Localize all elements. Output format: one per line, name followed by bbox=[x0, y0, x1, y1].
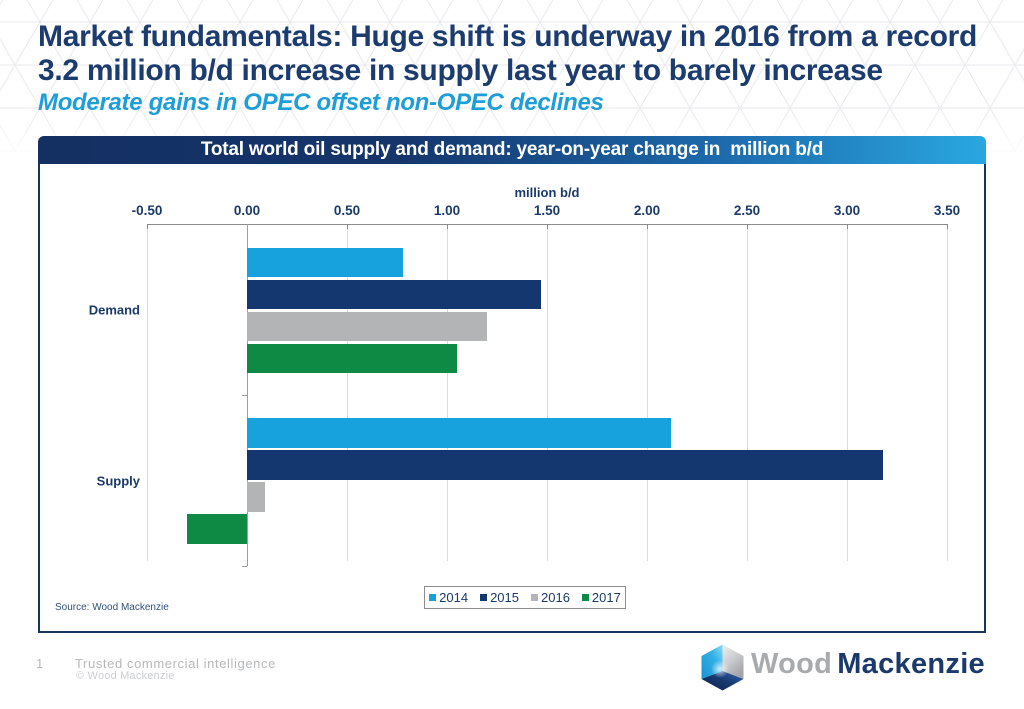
legend-swatch-2014 bbox=[429, 594, 437, 601]
bar-supply-2014 bbox=[247, 418, 671, 448]
bar-demand-2016 bbox=[247, 311, 487, 342]
page-number: 1 bbox=[36, 656, 44, 671]
category-label-demand: Demand bbox=[88, 302, 140, 318]
chart-header-bar: Total world oil supply and demand: year-… bbox=[38, 136, 986, 164]
gridline bbox=[947, 224, 948, 561]
gridline bbox=[747, 224, 748, 561]
footer-tagline: Trusted commercial intelligence bbox=[75, 656, 276, 671]
logo-word-mackenzie: Mackenzie bbox=[837, 648, 985, 680]
legend-label-2017: 2017 bbox=[591, 590, 621, 605]
bar-supply-2017 bbox=[187, 514, 247, 544]
axis-tick bbox=[747, 224, 748, 229]
axis-tick bbox=[847, 224, 848, 229]
gridline bbox=[547, 224, 548, 561]
category-axis-tick bbox=[242, 566, 247, 567]
legend-label-2015: 2015 bbox=[490, 590, 519, 605]
legend-item-2017: 2017 bbox=[581, 590, 621, 605]
category-axis-line bbox=[247, 224, 248, 566]
legend-item-2015: 2015 bbox=[480, 590, 519, 605]
chart-legend: 2014 2015 2016 2017 bbox=[424, 586, 626, 609]
bar-supply-2016 bbox=[247, 482, 265, 512]
axis-tick-label: 2.00 bbox=[633, 203, 661, 218]
axis-tick bbox=[647, 224, 648, 229]
axis-tick bbox=[347, 224, 348, 229]
axis-tick-label: 3.00 bbox=[833, 203, 861, 218]
bar-demand-2015 bbox=[247, 279, 541, 310]
axis-tick-label: 2.50 bbox=[733, 203, 761, 218]
legend-label-2016: 2016 bbox=[541, 590, 570, 605]
wood-mackenzie-logo: Wood Mackenzie bbox=[699, 644, 989, 694]
legend-swatch-2017 bbox=[581, 594, 589, 601]
category-label-supply: Supply bbox=[96, 473, 140, 489]
axis-tick bbox=[147, 224, 148, 229]
axis-tick bbox=[447, 224, 448, 229]
axis-tick-label: 0.00 bbox=[233, 203, 261, 218]
axis-tick-label: 1.50 bbox=[533, 203, 561, 218]
logo-wordmark: Wood Mackenzie bbox=[751, 650, 985, 679]
gridline bbox=[647, 224, 648, 561]
slide-title-line-1: Market fundamentals: Huge shift is under… bbox=[38, 20, 978, 53]
axis-tick-label: 3.50 bbox=[933, 203, 961, 218]
gridline bbox=[347, 224, 348, 561]
gridline bbox=[847, 224, 848, 561]
legend-item-2016: 2016 bbox=[531, 590, 570, 605]
legend-swatch-2015 bbox=[480, 594, 488, 601]
gridline bbox=[147, 224, 148, 561]
legend-swatch-2016 bbox=[531, 594, 538, 601]
logo-word-wood: Wood bbox=[751, 648, 833, 680]
footer-copyright: © Wood Mackenzie bbox=[76, 670, 175, 682]
axis-tick bbox=[547, 224, 548, 229]
bar-demand-2014 bbox=[247, 247, 403, 278]
axis-unit-label: million b/d bbox=[514, 185, 580, 200]
gridline bbox=[447, 224, 448, 561]
category-axis-tick bbox=[242, 395, 247, 396]
axis-tick-label: 0.50 bbox=[333, 203, 361, 218]
slide-title-line-2: 3.2 million b/d increase in supply last … bbox=[38, 54, 883, 87]
axis-tick-label: -0.50 bbox=[131, 203, 163, 218]
legend-label-2014: 2014 bbox=[439, 590, 469, 605]
bar-supply-2015 bbox=[247, 450, 883, 480]
triangle-mesh-background bbox=[0, 0, 1024, 158]
title-block: Market fundamentals: Huge shift is under… bbox=[38, 20, 998, 116]
chart-title: Total world oil supply and demand: year-… bbox=[200, 139, 824, 160]
slide-subtitle: Moderate gains in OPEC offset non-OPEC d… bbox=[38, 89, 604, 116]
legend-item-2014: 2014 bbox=[429, 590, 468, 605]
axis-tick-label: 1.00 bbox=[433, 203, 461, 218]
axis-tick bbox=[947, 224, 948, 229]
bar-demand-2017 bbox=[247, 343, 457, 374]
chart-panel: million b/d -0.50 0.00 0.50 1.00 1.50 2.00 2.5… bbox=[38, 164, 986, 633]
source-note: Source: Wood Mackenzie bbox=[55, 602, 169, 613]
logo-cube-icon bbox=[701, 644, 744, 691]
